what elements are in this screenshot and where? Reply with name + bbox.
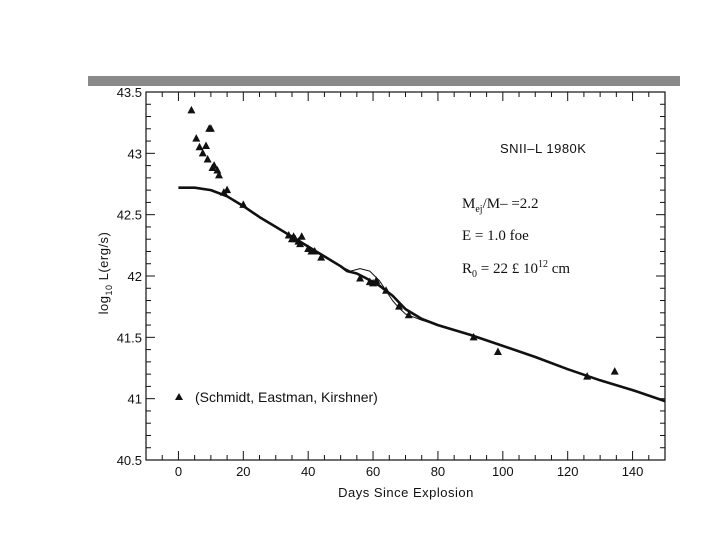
data-point: [214, 170, 223, 179]
y-axis-title-sub: 10: [104, 285, 114, 296]
y-tick-label: 42: [128, 269, 142, 284]
data-point: [493, 347, 502, 356]
x-tick-label: 120: [557, 464, 579, 479]
data-point: [284, 231, 293, 239]
data-point: [195, 142, 204, 151]
y-axis-title: log10 L(erg/s): [96, 232, 114, 315]
data-point: [203, 154, 212, 163]
x-tick-label: 80: [431, 464, 445, 479]
x-tick-labels: 0 20 40 60 80 100 120 140: [175, 464, 644, 479]
data-point: [297, 232, 306, 240]
data-point: [202, 141, 211, 149]
annotation-radius-unit: cm: [548, 261, 570, 277]
data-point: [610, 367, 619, 375]
annotation-energy: E = 1.0 foe: [462, 228, 529, 244]
data-point: [310, 246, 319, 255]
annotation-radius-main: R: [462, 261, 472, 277]
annotation-mass-sub: ej: [475, 204, 482, 215]
annotation-mass-rest: /M– =2.2: [483, 196, 539, 212]
x-tick-label: 100: [492, 464, 514, 479]
data-point: [469, 332, 478, 341]
y-tick-label: 43: [128, 146, 142, 161]
legend-label: (Schmidt, Eastman, Kirshner): [195, 389, 378, 405]
data-point: [296, 239, 305, 248]
legend-triangle-marker: [175, 393, 183, 400]
y-axis-title-prefix: log: [96, 296, 111, 315]
annotation-radius-rest: = 22 £ 10: [477, 261, 538, 277]
data-point: [192, 134, 201, 142]
axis-ticks: [145, 91, 666, 461]
y-tick-label: 41: [128, 392, 142, 407]
annotation-ejecta-mass: Mej/M– =2.2: [462, 196, 539, 215]
y-tick-label: 42.5: [117, 208, 142, 223]
data-point: [239, 200, 248, 208]
x-tick-label: 0: [175, 464, 182, 479]
annotation-radius-sub: 0: [472, 269, 477, 280]
data-point: [317, 253, 326, 261]
model-curves: [178, 186, 666, 403]
annotation-radius: R0 = 22 £ 1012 cm: [462, 259, 570, 280]
data-points: [187, 105, 619, 380]
y-tick-label: 43.5: [117, 85, 142, 100]
data-point: [382, 286, 391, 294]
data-point: [395, 302, 404, 310]
y-axis-title-suffix: L(erg/s): [96, 232, 111, 285]
legend: (Schmidt, Eastman, Kirshner): [175, 389, 378, 405]
data-point: [404, 310, 413, 319]
data-point: [356, 273, 365, 282]
x-tick-label: 20: [236, 464, 250, 479]
data-point: [223, 185, 232, 194]
x-tick-label: 40: [301, 464, 315, 479]
x-tick-label: 140: [622, 464, 644, 479]
object-label: SNII–L 1980K: [500, 141, 586, 156]
y-tick-labels: 40.5 41 41.5 42 42.5 43 43.5: [117, 85, 142, 468]
data-point: [210, 161, 219, 169]
x-tick-label: 60: [366, 464, 380, 479]
data-point: [583, 372, 592, 380]
y-tick-label: 40.5: [117, 453, 142, 468]
data-point: [372, 276, 381, 284]
model-curve-thin: [307, 246, 439, 326]
data-point: [198, 148, 207, 157]
data-point: [206, 124, 215, 132]
annotation-mass-main: M: [462, 196, 475, 212]
model-curve-thick: [178, 186, 666, 403]
annotation-radius-sup: 12: [538, 259, 548, 270]
figure-top-band: [88, 76, 680, 86]
data-point: [187, 105, 196, 114]
y-tick-label: 41.5: [117, 330, 142, 345]
x-axis-title: Days Since Explosion: [338, 485, 474, 500]
